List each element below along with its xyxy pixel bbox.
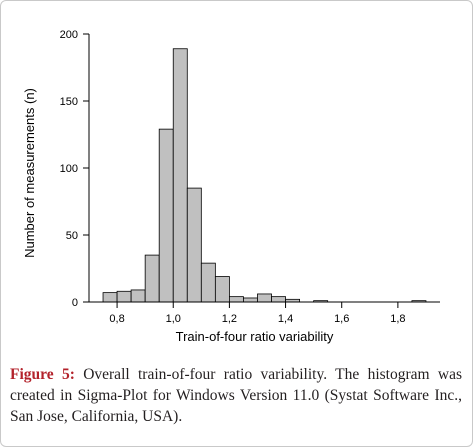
histogram-bar [158,128,174,303]
histogram-bars [102,48,427,303]
histogram-bar [102,292,118,303]
histogram-bar [130,289,146,303]
x-tick-label: 1,2 [222,313,237,325]
y-tick-label: 50 [66,230,78,242]
y-axis-label: Number of measurements (n) [22,88,37,258]
y-tick-label: 150 [60,96,78,108]
x-tick-label: 1,6 [334,313,349,325]
y-tick-label: 100 [60,163,78,175]
x-tick-label: 1,0 [166,313,181,325]
histogram-bar [243,297,258,303]
histogram-bar [200,262,216,303]
x-tick-label: 1,4 [278,313,293,325]
figure-caption: Figure 5: Overall train-of-four ratio va… [10,364,462,427]
histogram-bar [228,296,244,303]
histogram-bar [257,293,272,303]
y-tick-label: 200 [60,29,78,41]
histogram-bar [186,187,202,303]
y-axis-ticks: 0 50 100 150 200 [60,29,89,309]
histogram-bar [271,296,286,303]
histogram-chart: 0 50 100 150 200 0,8 1,0 1,2 1,4 1,6 1,8 Train-of… [22,29,440,344]
y-tick-label: 0 [72,297,78,309]
histogram-bar [116,290,132,303]
histogram-bar [172,48,188,303]
histogram-bar [144,254,160,303]
caption-label: Figure 5: [10,366,75,383]
x-axis-label: Train-of-four ratio variability [176,329,334,344]
x-tick-label: 0,8 [109,313,124,325]
x-axis-ticks: 0,8 1,0 1,2 1,4 1,6 1,8 [109,302,406,325]
histogram-bar [214,276,230,303]
x-tick-label: 1,8 [390,313,405,325]
caption-text: Overall train-of-four ratio variability.… [10,366,462,425]
